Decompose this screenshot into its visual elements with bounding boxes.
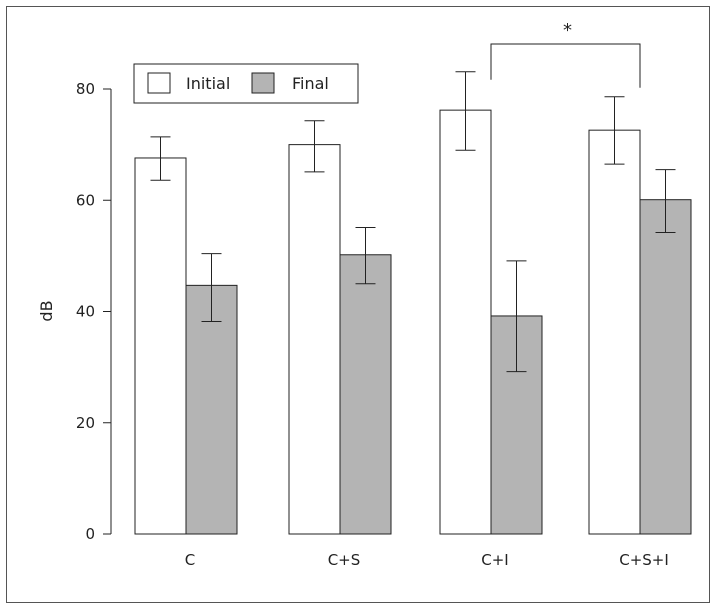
x-tick-label: C+S+I <box>619 551 669 569</box>
legend-label-final: Final <box>292 74 329 93</box>
x-axis-labels: C C+S C+I C+S+I <box>185 551 669 569</box>
error-bar <box>655 169 676 234</box>
x-tick-label: C+S <box>328 551 361 569</box>
bar-final-cplussplusi <box>639 199 692 535</box>
legend-swatch-initial <box>147 72 171 94</box>
significance-line <box>490 43 641 88</box>
bars <box>134 109 692 535</box>
y-axis-label: dB <box>37 300 56 321</box>
chart-border <box>6 6 710 603</box>
y-tick-label: 60 <box>76 191 95 209</box>
error-bar <box>604 96 625 165</box>
error-bars <box>150 71 676 373</box>
error-bar <box>506 260 527 373</box>
bar-initial-cpluss <box>288 144 341 535</box>
x-tick-label: C+I <box>481 551 508 569</box>
error-bar <box>150 136 171 181</box>
significance-label: * <box>563 20 572 41</box>
legend-swatch-final <box>251 72 275 94</box>
error-bar <box>355 227 376 285</box>
bar-initial-c <box>134 157 187 535</box>
error-bar <box>201 253 222 323</box>
bar-initial-cplussplusi <box>588 129 641 535</box>
legend: Initial Final <box>133 63 359 104</box>
y-tick-label: 0 <box>85 525 95 543</box>
bar-final-cpluss <box>339 254 392 535</box>
y-tick-label: 40 <box>76 303 95 321</box>
bar-final-c <box>185 284 238 535</box>
bar-initial-cplusi <box>439 109 492 535</box>
legend-label-initial: Initial <box>186 74 230 93</box>
legend-box <box>133 63 359 104</box>
y-axis: 0 20 40 60 80 dB <box>37 80 112 543</box>
significance-bracket: * <box>490 20 641 88</box>
y-tick-label: 20 <box>76 414 95 432</box>
x-tick-label: C <box>185 551 195 569</box>
error-bar <box>304 120 325 173</box>
y-tick-label: 80 <box>76 80 95 98</box>
error-bar <box>455 71 476 151</box>
